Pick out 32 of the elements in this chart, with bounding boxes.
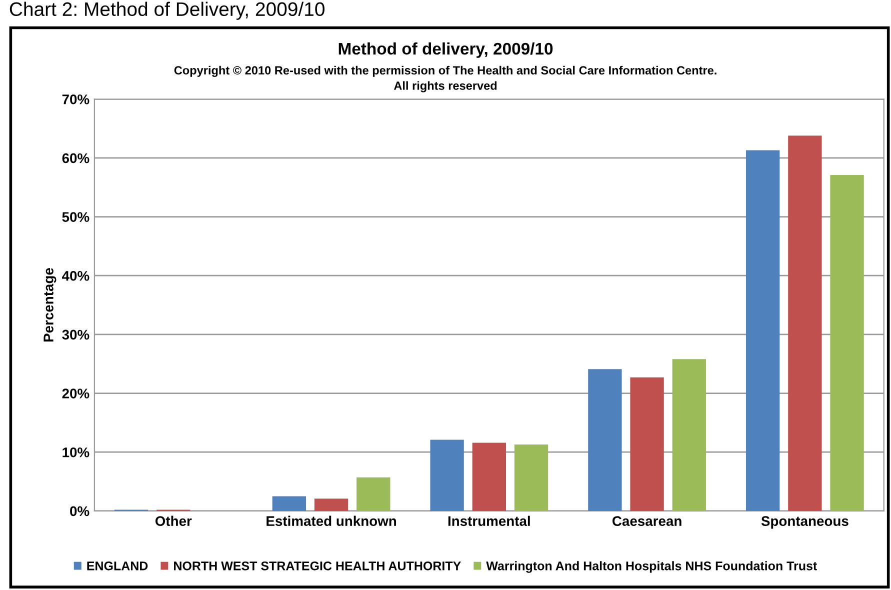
x-tick-label: Instrumental	[448, 516, 530, 526]
bar	[272, 496, 306, 511]
y-axis-title: Percentage	[44, 268, 56, 342]
bar	[630, 377, 664, 511]
bar	[830, 175, 864, 511]
legend-label: ENGLAND	[87, 561, 148, 570]
bar	[746, 150, 780, 511]
chart-subtitle: Copyright © 2010 Re-used with the permission of The Health and Social Care Information Centre. All rights reserved	[174, 66, 716, 92]
y-tick-label: 30%	[62, 330, 90, 340]
bar	[356, 477, 390, 511]
legend-label: Warrington And Halton Hospitals NHS Foundation Trust	[486, 561, 817, 573]
y-tick-label: 60%	[62, 153, 90, 164]
y-tick-label: 10%	[62, 447, 90, 458]
y-tick-label: 0%	[70, 506, 90, 516]
bar	[514, 444, 548, 511]
chart-title: Method of delivery, 2009/10	[338, 42, 553, 58]
x-tick-label: Caesarean	[612, 516, 682, 526]
bar	[472, 442, 506, 511]
bar	[314, 498, 348, 511]
y-tick-label: 70%	[62, 94, 90, 104]
legend-label: NORTH WEST STRATEGIC HEALTH AUTHORITY	[174, 561, 461, 570]
x-tick-label: Estimated unknown	[266, 516, 396, 526]
y-tick-label: 20%	[62, 388, 90, 398]
bar	[430, 440, 464, 511]
caption: Chart 2: Method of Delivery, 2009/10	[10, 2, 324, 20]
bar	[788, 136, 822, 511]
x-tick-label: Spontaneous	[761, 516, 848, 529]
bar	[588, 369, 622, 511]
x-tick-label: Other	[155, 516, 192, 526]
y-tick-label: 40%	[62, 270, 90, 281]
bar	[672, 359, 706, 511]
y-tick-label: 50%	[62, 212, 90, 222]
